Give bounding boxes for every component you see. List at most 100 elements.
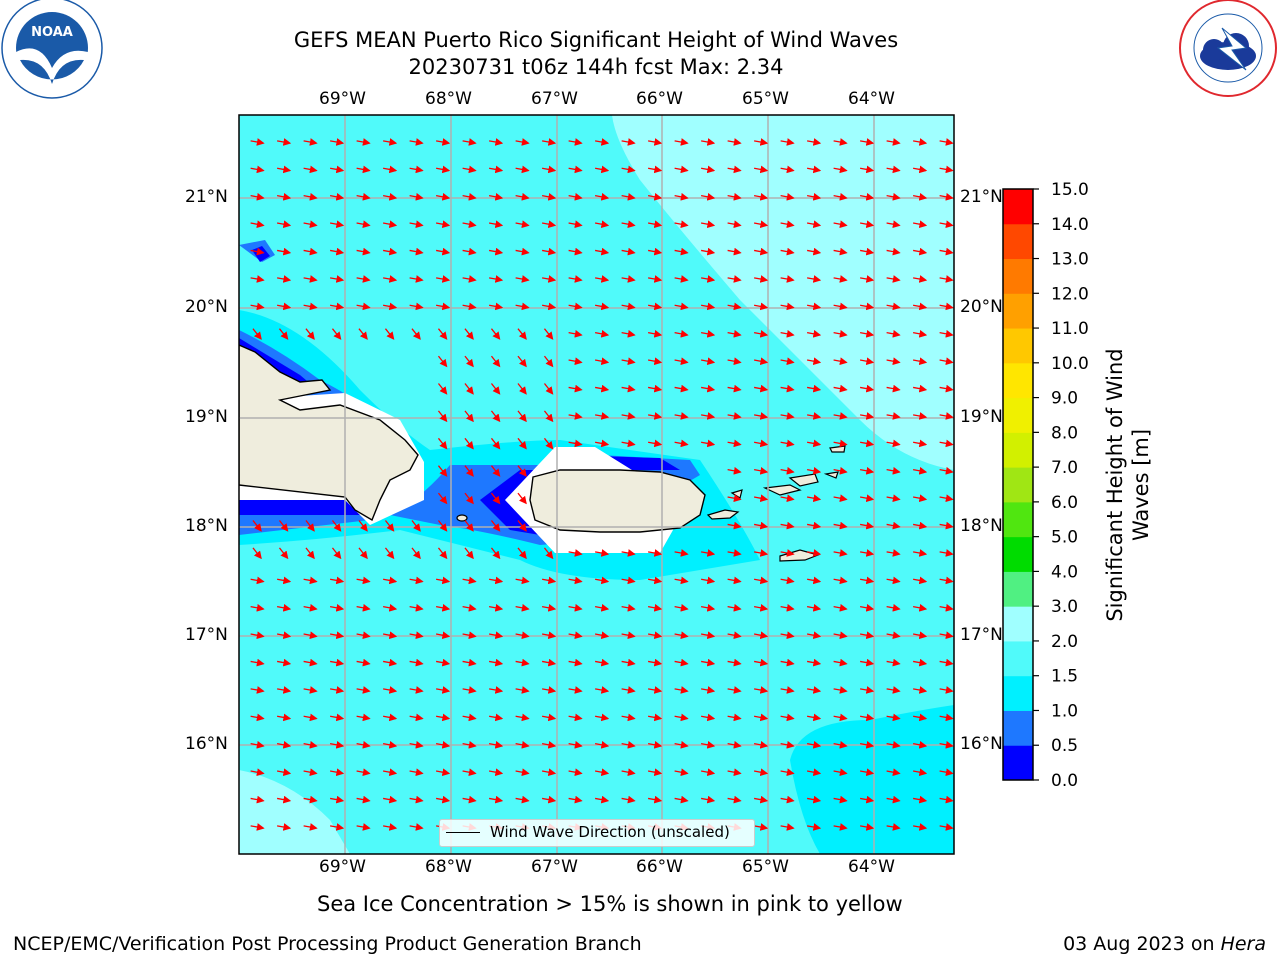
wind-wave-arrow	[409, 823, 424, 831]
wind-wave-arrow	[886, 686, 901, 694]
wind-wave-arrow	[541, 603, 557, 612]
wind-wave-arrow	[276, 165, 292, 174]
wind-wave-arrow	[727, 494, 742, 503]
wind-wave-arrow	[806, 165, 822, 174]
wind-wave-arrow	[727, 165, 742, 174]
wind-wave-arrow	[753, 549, 769, 557]
wind-wave-arrow	[859, 384, 875, 393]
wind-wave-arrow	[356, 138, 371, 146]
wind-wave-arrow	[939, 631, 954, 640]
wind-wave-arrow	[382, 603, 398, 612]
wind-wave-arrow	[886, 795, 901, 804]
wind-wave-arrow	[278, 520, 289, 532]
wind-wave-arrow	[382, 576, 398, 585]
wind-wave-arrow	[278, 328, 289, 340]
wind-wave-arrow	[462, 576, 477, 585]
wind-wave-arrow	[806, 823, 822, 831]
wind-wave-arrow	[647, 713, 663, 722]
wind-wave-arrow	[859, 686, 875, 694]
wind-wave-arrow	[647, 138, 663, 146]
wind-wave-arrow	[543, 437, 554, 450]
chart-subtitle: 20230731 t06z 144h fcst Max: 2.34	[408, 55, 784, 79]
wind-wave-arrow	[780, 549, 795, 557]
wind-wave-arrow	[568, 549, 583, 557]
wind-wave-arrow	[568, 220, 583, 229]
wind-wave-arrow	[674, 357, 689, 366]
wind-wave-arrow	[541, 165, 557, 174]
wind-wave-arrow	[753, 713, 769, 722]
wind-wave-arrow	[806, 192, 822, 201]
wind-wave-arrow	[780, 795, 795, 804]
wind-wave-arrow	[437, 492, 448, 505]
wind-wave-arrow	[912, 768, 928, 777]
wind-wave-arrow	[753, 823, 769, 831]
wind-wave-arrow	[411, 520, 421, 532]
wind-wave-arrow	[462, 275, 477, 283]
wind-wave-arrow	[490, 465, 501, 477]
lat-label-left: 18°N	[185, 516, 228, 536]
wind-wave-arrow	[329, 192, 345, 201]
wind-wave-arrow	[435, 768, 451, 777]
wind-wave-arrow	[409, 192, 424, 201]
wind-wave-arrow	[543, 328, 554, 340]
wind-wave-arrow	[358, 328, 368, 340]
wind-wave-arrow	[517, 465, 527, 477]
wind-wave-arrow	[276, 768, 292, 777]
wind-wave-arrow	[490, 410, 501, 423]
lon-label-bottom: 69°W	[319, 857, 366, 877]
wind-wave-arrow	[303, 631, 318, 640]
wind-wave-arrow	[488, 275, 504, 283]
wind-wave-arrow	[833, 713, 848, 722]
wind-wave-arrow	[409, 138, 424, 146]
wind-wave-arrow	[753, 631, 769, 640]
colorbar-tick-label: 13.0	[1051, 250, 1089, 270]
wind-wave-arrow	[382, 795, 398, 804]
wind-wave-arrow	[674, 549, 689, 557]
wind-wave-arrow	[303, 165, 318, 174]
wind-wave-arrow	[356, 686, 371, 694]
wind-wave-arrow	[806, 795, 822, 804]
lat-label-right: 17°N	[960, 625, 1002, 645]
wind-wave-arrow	[806, 220, 822, 229]
wind-wave-arrow	[435, 576, 451, 585]
wind-wave-arrow	[594, 713, 610, 722]
wind-wave-arrow	[488, 138, 504, 146]
wind-wave-arrow	[305, 547, 315, 560]
colorbar-tick-label: 4.0	[1051, 562, 1078, 582]
wind-wave-arrow	[276, 713, 292, 722]
wind-wave-arrow	[859, 658, 875, 667]
wind-wave-arrow	[305, 520, 315, 532]
wind-wave-arrow	[515, 302, 530, 311]
wind-wave-arrow	[409, 165, 424, 174]
wind-wave-arrow	[568, 302, 583, 311]
wind-wave-arrow	[833, 658, 848, 667]
wind-wave-arrow	[621, 138, 636, 146]
wind-wave-arrow	[594, 686, 610, 694]
wind-wave-arrow	[753, 439, 769, 448]
wind-wave-arrow	[409, 768, 424, 777]
wind-wave-arrow	[329, 603, 345, 612]
wind-wave-arrow	[780, 165, 795, 174]
wind-wave-arrow	[331, 547, 342, 560]
wind-wave-arrow	[727, 412, 742, 420]
wind-wave-arrow	[780, 740, 795, 749]
legend-line-icon	[446, 832, 480, 833]
wind-wave-arrow	[780, 521, 795, 530]
noaa-logo-text: NOAA	[31, 25, 73, 40]
wind-wave-arrow	[753, 521, 769, 530]
wind-wave-arrow	[806, 576, 822, 585]
wind-wave-arrow	[594, 631, 610, 640]
wind-wave-arrow	[329, 740, 345, 749]
wind-wave-arrow	[674, 439, 689, 448]
wind-wave-arrow	[464, 492, 474, 505]
wind-wave-arrow	[568, 275, 583, 283]
wind-wave-arrow	[594, 603, 610, 612]
wind-wave-arrow	[435, 740, 451, 749]
colorbar-segment	[1003, 397, 1033, 433]
wind-wave-arrow	[753, 412, 769, 420]
wind-wave-arrow	[727, 521, 742, 530]
wind-wave-arrow	[833, 329, 848, 338]
wind-wave-arrow	[833, 603, 848, 612]
wind-wave-arrow	[356, 768, 371, 777]
wind-wave-arrow	[859, 549, 875, 557]
